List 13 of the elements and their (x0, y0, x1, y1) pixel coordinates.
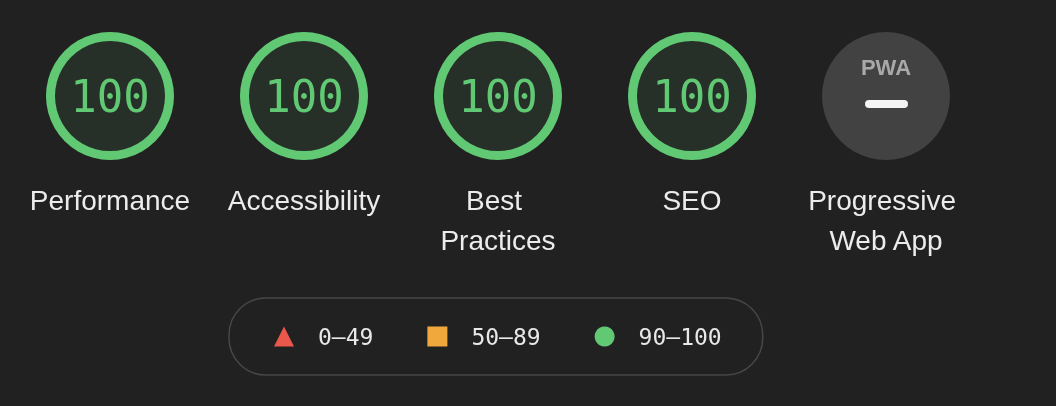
legend-label: 90–100 (638, 323, 722, 350)
category-label: Best Practices (440, 184, 556, 256)
data-label: 100 (70, 70, 150, 122)
category-label: SEO (662, 184, 722, 216)
category-label: Progressive Web App (808, 184, 964, 256)
text: PWA (860, 54, 912, 80)
data-label: 100 (652, 70, 732, 122)
category-label: Accessibility (227, 184, 381, 216)
legend-label: 0–49 (318, 323, 374, 350)
data-label: 100 (458, 70, 538, 122)
legend-label: 50–89 (471, 323, 541, 350)
category-label: Performance (29, 184, 191, 216)
data-label: 100 (264, 70, 344, 122)
